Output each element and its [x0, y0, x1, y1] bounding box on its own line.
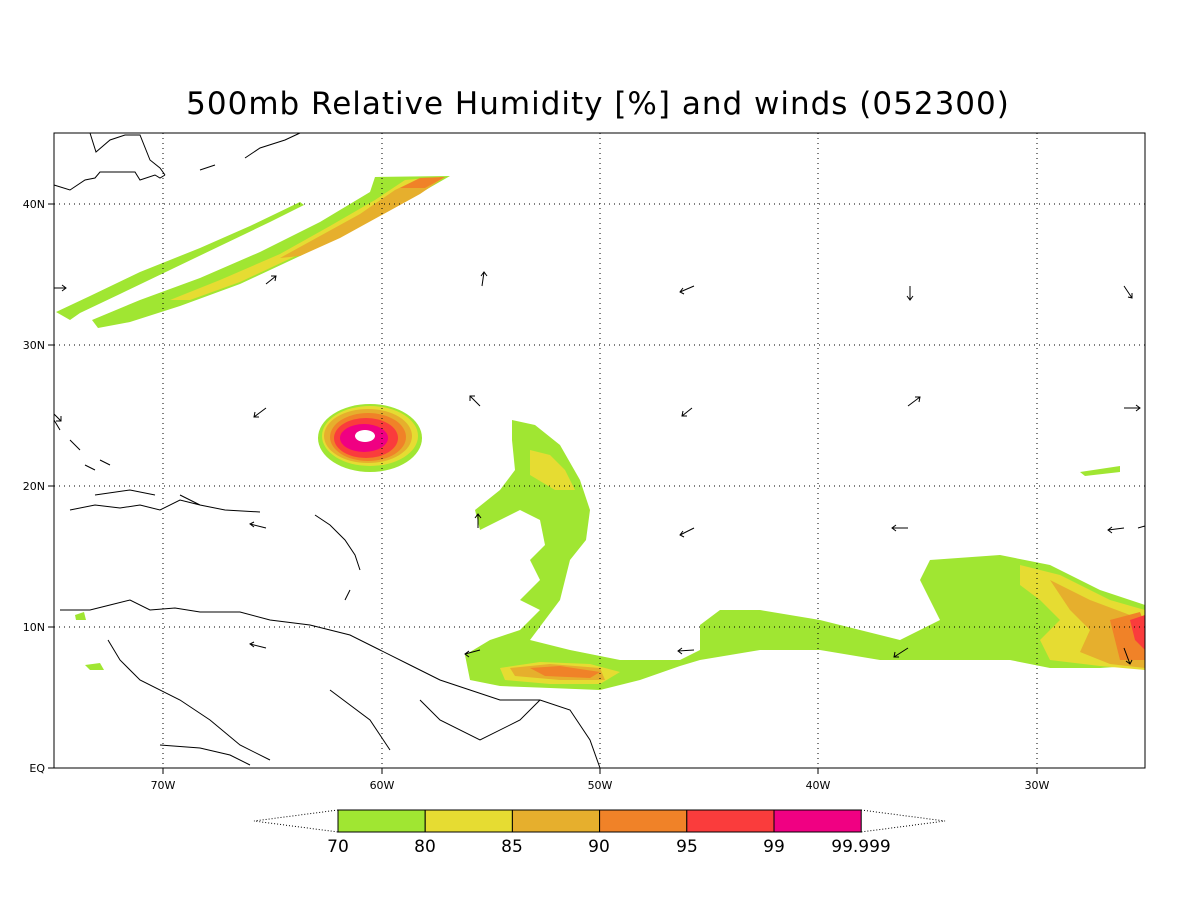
coast-north-america	[53, 132, 166, 191]
wind-arrow	[681, 407, 693, 417]
colorbar-swatch	[337, 809, 426, 833]
x-tick-label: 30W	[1025, 779, 1050, 792]
humidity-tongue-yellow	[530, 450, 575, 490]
colorbar-level-label: 80	[414, 837, 436, 857]
colorbar-level-label: 99	[763, 837, 785, 857]
y-tick-label: 10N	[23, 621, 45, 634]
wind-arrow	[1124, 404, 1141, 412]
colorbar: 70 80 85 90 95 99 99.999	[253, 809, 946, 857]
wind-arrow	[677, 647, 695, 655]
coast-panama	[159, 744, 251, 766]
coastlines	[53, 132, 601, 769]
colorbar-level-label: 99.999	[831, 837, 890, 857]
colorbar-swatch	[686, 809, 775, 833]
wind-arrow	[906, 286, 914, 301]
colorbar-level-label: 70	[327, 837, 349, 857]
y-axis-labels: 40N 30N 20N 10N EQ	[23, 198, 46, 775]
wind-vectors	[53, 271, 1146, 665]
x-tick-label: 60W	[370, 779, 395, 792]
humidity-patch-west	[85, 663, 104, 670]
colorbar-swatches	[337, 809, 862, 833]
x-axis-labels: 70W 60W 50W 40W 30W	[151, 779, 1050, 792]
wind-arrow	[54, 284, 67, 292]
frame-ticks	[48, 203, 1038, 774]
wind-arrow	[249, 641, 267, 649]
colorbar-swatch	[599, 809, 688, 833]
wind-arrow	[469, 395, 481, 407]
wind-arrow	[480, 271, 488, 287]
x-tick-label: 50W	[588, 779, 613, 792]
humidity-east-deep	[1130, 615, 1145, 650]
wind-arrow	[253, 407, 267, 418]
wind-arrow	[679, 527, 695, 538]
wind-arrow	[265, 275, 277, 285]
humidity-band-northwest-core2	[280, 177, 445, 258]
wind-arrow	[474, 513, 482, 528]
colorbar-swatch	[773, 809, 862, 833]
colorbar-left-extension	[253, 809, 339, 833]
wind-arrow	[249, 521, 267, 529]
humidity-band-northwest	[56, 202, 304, 320]
colorbar-level-label: 85	[501, 837, 523, 857]
humidity-band-northwest-core3	[400, 177, 445, 188]
colorbar-swatch	[424, 809, 513, 833]
wind-arrow	[1107, 526, 1125, 534]
y-tick-label: 30N	[23, 339, 45, 352]
colorbar-right-extension	[860, 809, 946, 833]
humidity-patch-east-20n	[1080, 466, 1120, 476]
wind-arrow	[464, 649, 481, 658]
wind-arrow	[907, 396, 921, 407]
x-tick-label: 70W	[151, 779, 176, 792]
colorbar-labels: 70 80 85 90 95 99 99.999	[327, 837, 891, 857]
wind-arrow	[1123, 647, 1133, 665]
y-tick-label: 20N	[23, 480, 45, 493]
colorbar-level-label: 90	[588, 837, 610, 857]
coast-lesser-antilles	[314, 514, 361, 601]
wind-arrow	[1137, 525, 1146, 529]
humidity-hurricane-eye	[355, 430, 375, 442]
coast-cuba-hispaniola	[69, 489, 261, 513]
humidity-tongue	[465, 420, 1145, 690]
coast-nova-scotia	[199, 132, 301, 171]
colorbar-swatch	[511, 809, 601, 833]
map-title: 500mb Relative Humidity [%] and winds (0…	[186, 86, 1010, 122]
colorbar-level-label: 95	[676, 837, 698, 857]
y-tick-label: EQ	[29, 762, 45, 775]
humidity-tongue-south-red	[530, 666, 600, 678]
humidity-patch-west-2	[75, 612, 86, 620]
y-tick-label: 40N	[23, 198, 45, 211]
map-panel	[48, 132, 1146, 774]
gridlines	[54, 133, 1145, 768]
wind-arrow	[679, 285, 695, 295]
wind-arrow	[891, 524, 908, 532]
wind-arrow	[53, 413, 62, 422]
x-tick-label: 40W	[806, 779, 831, 792]
wind-arrow	[893, 647, 909, 658]
wind-arrow	[1123, 285, 1133, 299]
coast-florida-bahamas	[53, 419, 111, 471]
coast-south-america	[60, 599, 601, 769]
